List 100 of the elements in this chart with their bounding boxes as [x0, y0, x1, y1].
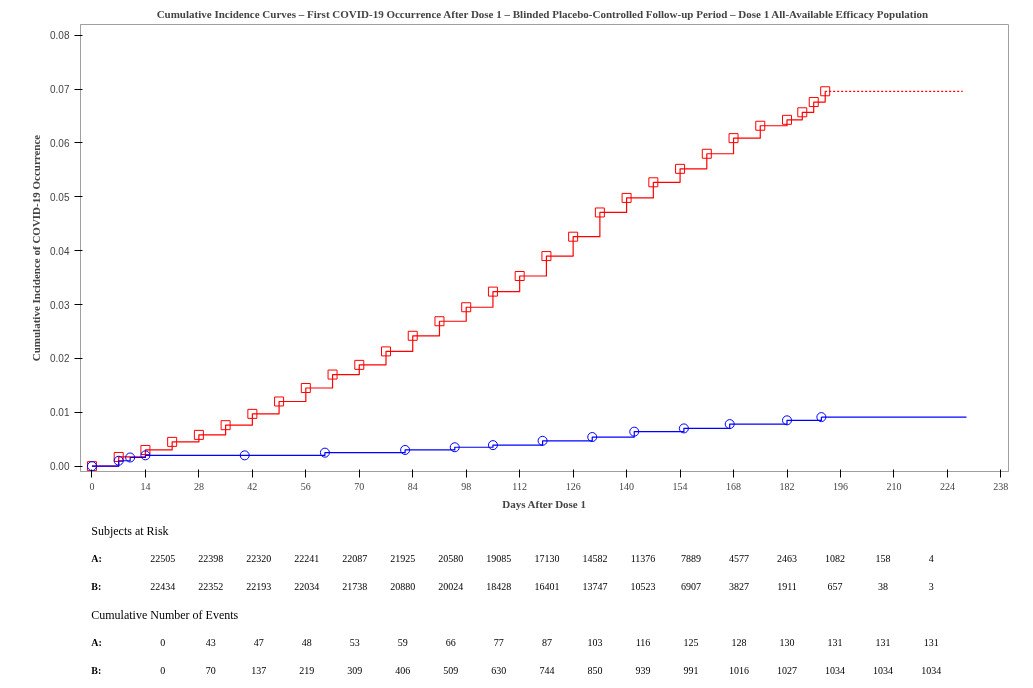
text: 1027 — [777, 665, 798, 676]
text: 158 — [875, 553, 891, 564]
text: 1034 — [921, 665, 942, 676]
text: 20580 — [438, 553, 464, 564]
text: 48 — [301, 637, 312, 648]
text: 53 — [349, 637, 360, 648]
text: 20024 — [438, 581, 464, 592]
y-tick-label: 0.08 — [50, 30, 70, 42]
y-tick-label: 0.05 — [50, 191, 70, 203]
text: 17130 — [534, 553, 560, 564]
text: 131 — [923, 637, 939, 648]
text: 0 — [160, 665, 166, 676]
text: A: — [91, 637, 102, 648]
x-tick-label: 112 — [512, 480, 527, 492]
text: 131 — [875, 637, 891, 648]
text: 1034 — [873, 665, 894, 676]
text: 3827 — [729, 581, 750, 592]
text: 22505 — [150, 553, 176, 564]
text: 22352 — [198, 581, 224, 592]
text: 22193 — [246, 581, 272, 592]
text: 509 — [443, 665, 459, 676]
text: 7889 — [681, 553, 701, 564]
text: 21925 — [390, 553, 416, 564]
x-tick-label: 56 — [300, 480, 311, 492]
x-tick-label: 224 — [939, 480, 955, 492]
x-tick-label: 84 — [407, 480, 418, 492]
text: 47 — [253, 637, 264, 648]
text: 2463 — [777, 553, 798, 564]
text: 103 — [587, 637, 603, 648]
text: B: — [91, 665, 102, 676]
text: 4577 — [729, 553, 750, 564]
text: 43 — [205, 637, 216, 648]
text: 14582 — [582, 553, 608, 564]
text: 125 — [683, 637, 699, 648]
text: 0 — [160, 637, 166, 648]
text: 744 — [539, 665, 555, 676]
text: 66 — [445, 637, 456, 648]
text: 1034 — [825, 665, 846, 676]
text: 22241 — [294, 553, 320, 564]
x-tick-label: 98 — [461, 480, 472, 492]
text: 13747 — [582, 581, 608, 592]
text: 137 — [251, 665, 267, 676]
text: 130 — [779, 637, 795, 648]
text: 1016 — [729, 665, 750, 676]
chart-title: Cumulative Incidence Curves – First COVID-19 Occurrence After Dose 1 – Blinded Placebo-Controlled Follow-up Period – Dose 1 All-Available Efficacy Population — [156, 7, 929, 20]
x-tick-label: 42 — [247, 480, 258, 492]
text: Subjects at Risk — [91, 523, 169, 538]
x-tick-label: 182 — [779, 480, 795, 492]
text: 10523 — [630, 581, 656, 592]
text: 939 — [635, 665, 651, 676]
text: 850 — [587, 665, 603, 676]
text: B: — [91, 581, 102, 592]
text: 59 — [397, 637, 408, 648]
text: Cumulative Number of Events — [91, 607, 239, 622]
text: 131 — [827, 637, 843, 648]
x-tick-label: 238 — [993, 480, 1009, 492]
text: 1911 — [777, 581, 797, 592]
x-tick-label: 14 — [140, 480, 151, 492]
text: 18428 — [486, 581, 512, 592]
text: 4 — [928, 553, 934, 564]
text: 70 — [205, 665, 216, 676]
text: 22034 — [294, 581, 320, 592]
text: 22320 — [246, 553, 272, 564]
text: 77 — [493, 637, 504, 648]
y-tick-label: 0.03 — [50, 299, 70, 311]
x-tick-label: 154 — [672, 480, 688, 492]
x-tick-label: 210 — [886, 480, 902, 492]
text: 22434 — [150, 581, 176, 592]
x-tick-label: 28 — [193, 480, 204, 492]
x-tick-label: 196 — [832, 480, 848, 492]
text: 6907 — [681, 581, 701, 592]
y-tick-label: 0.07 — [50, 84, 70, 96]
y-tick-label: 0.06 — [50, 137, 70, 149]
x-tick-label: 126 — [565, 480, 581, 492]
text: 991 — [683, 665, 699, 676]
text: 20880 — [390, 581, 416, 592]
text: 22398 — [198, 553, 224, 564]
text: 630 — [491, 665, 507, 676]
text: 3 — [928, 581, 934, 592]
x-tick-label: 140 — [619, 480, 635, 492]
text: 19085 — [486, 553, 512, 564]
x-axis-title: Days After Dose 1 — [502, 497, 586, 510]
text: A: — [91, 553, 102, 564]
y-tick-label: 0.00 — [50, 461, 70, 473]
x-tick-label: 168 — [726, 480, 742, 492]
text: 87 — [541, 637, 552, 648]
text: 116 — [635, 637, 651, 648]
text: 657 — [827, 581, 843, 592]
y-tick-label: 0.01 — [50, 407, 70, 419]
text: 11376 — [630, 553, 656, 564]
x-tick-label: 0 — [89, 480, 95, 492]
text: 22087 — [342, 553, 368, 564]
y-axis-title: Cumulative Incidence of COVID-19 Occurrence — [30, 134, 43, 362]
text: 1082 — [825, 553, 846, 564]
text: 219 — [299, 665, 315, 676]
text: 309 — [347, 665, 363, 676]
x-tick-label: 70 — [354, 480, 365, 492]
text: 128 — [731, 637, 747, 648]
y-tick-label: 0.04 — [50, 245, 70, 257]
y-tick-label: 0.02 — [50, 353, 70, 365]
